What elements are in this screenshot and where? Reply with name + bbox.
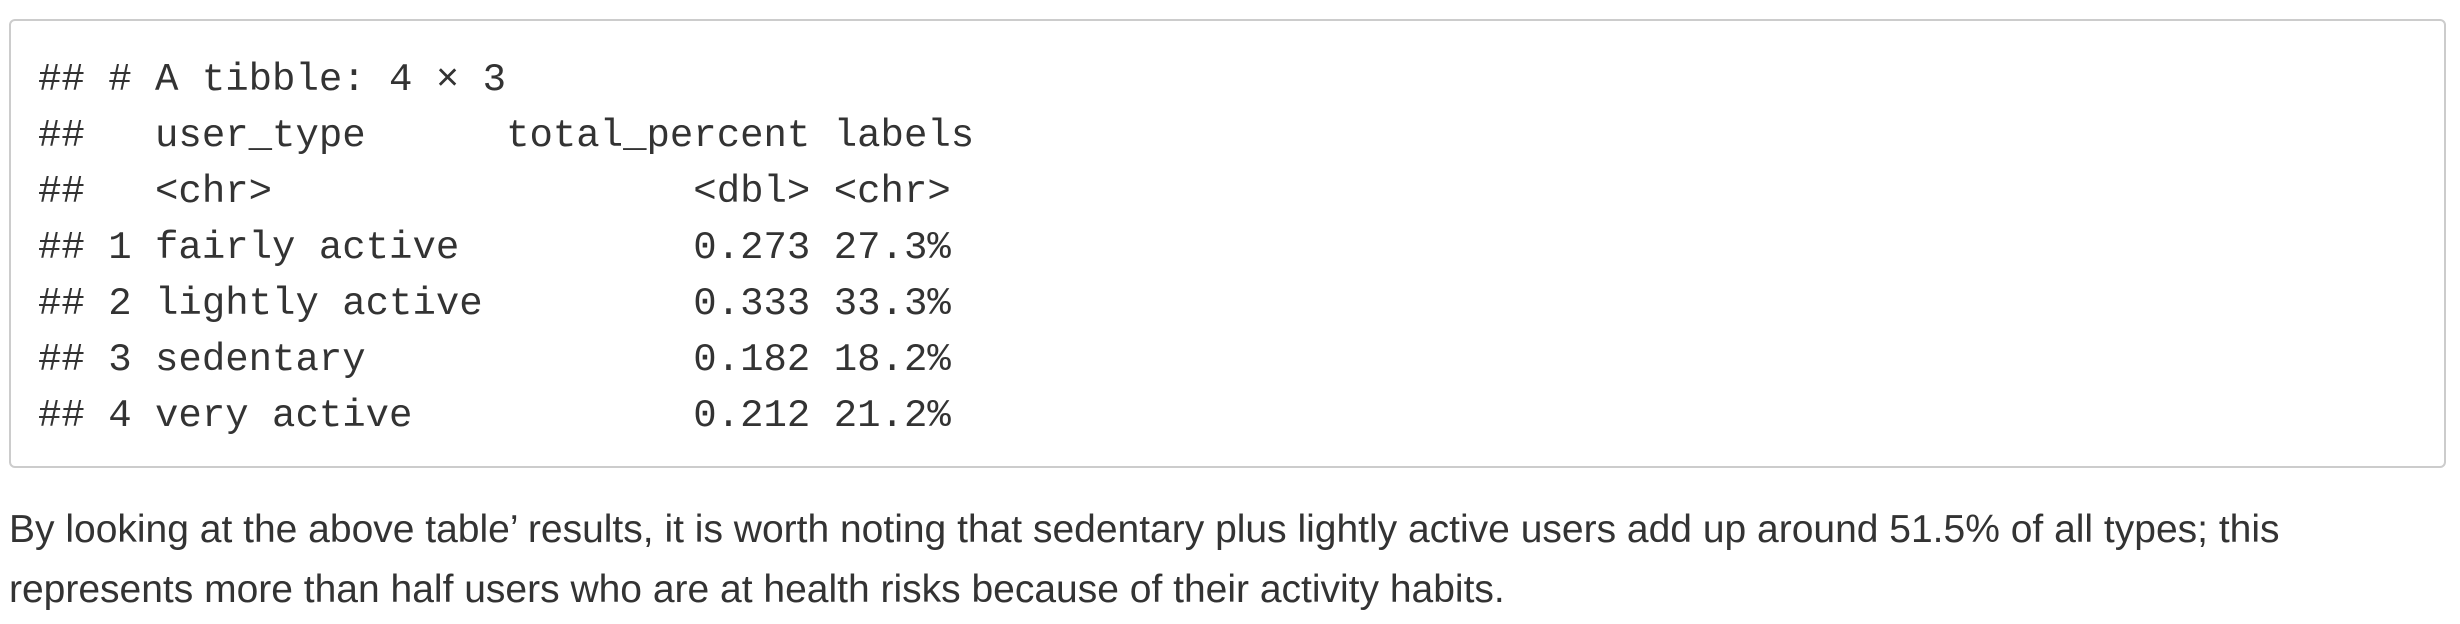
table-row: ## 4 very active 0.212 21.2%	[38, 394, 975, 438]
column-names-line: ## user_type total_percent labels	[38, 114, 975, 158]
column-types-line: ## <chr> <dbl> <chr>	[38, 170, 975, 214]
analysis-paragraph: By looking at the above table’ results, …	[9, 508, 2280, 611]
table-row: ## 1 fairly active 0.273 27.3%	[38, 226, 975, 270]
tibble-header-line: ## # A tibble: 4 × 3	[38, 58, 507, 102]
table-row: ## 2 lightly active 0.333 33.3%	[38, 282, 975, 326]
r-console-output-block: ## # A tibble: 4 × 3 ## user_type total_…	[9, 19, 2446, 468]
table-row: ## 3 sedentary 0.182 18.2%	[38, 338, 975, 382]
